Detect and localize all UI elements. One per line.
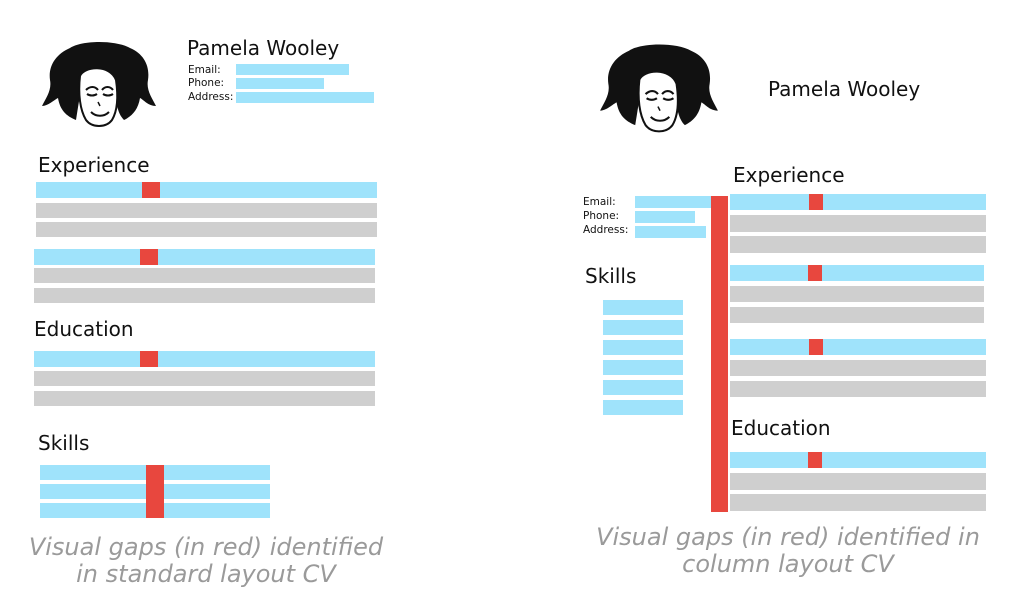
skill-bar: [603, 340, 683, 355]
education-line: [730, 494, 986, 511]
email-value-bar: [236, 64, 349, 75]
skills-heading: Skills: [38, 431, 90, 455]
visual-gap-marker: [142, 182, 160, 198]
education-heading: Education: [731, 416, 831, 440]
experience-1-line: [730, 236, 986, 253]
experience-1-title-bar: [730, 194, 986, 210]
education-title-bar: [34, 351, 375, 367]
visual-gap-column-marker: [711, 196, 728, 512]
email-value-bar: [635, 196, 711, 208]
experience-3-line: [730, 381, 986, 397]
skill-bar: [603, 300, 683, 315]
experience-2-title-bar: [730, 265, 984, 281]
experience-heading: Experience: [733, 163, 845, 187]
phone-value-bar: [236, 78, 324, 89]
woman-face-icon: [42, 42, 156, 127]
email-label: Email:: [188, 64, 221, 76]
visual-gap-marker: [808, 265, 822, 281]
skills-heading: Skills: [585, 264, 637, 288]
skill-bar: [603, 320, 683, 335]
experience-1-line: [36, 222, 377, 237]
experience-1-line: [36, 203, 377, 218]
address-label: Address:: [188, 91, 234, 103]
caption-line: in standard layout CV: [76, 560, 336, 588]
address-value-bar: [236, 92, 374, 103]
skill-bar: [603, 400, 683, 415]
visual-gap-marker: [808, 452, 822, 468]
phone-label: Phone:: [583, 210, 620, 222]
experience-2-line: [730, 286, 984, 302]
education-title-bar: [730, 452, 986, 468]
experience-1-title-bar: [36, 182, 377, 198]
caption-line: Visual gaps (in red) identified in: [596, 523, 980, 551]
visual-gap-marker: [809, 339, 823, 355]
education-line: [34, 371, 375, 386]
column-caption: Visual gaps (in red) identified in colum…: [560, 524, 1016, 578]
visual-gap-marker: [140, 351, 158, 367]
skill-bar: [603, 380, 683, 395]
candidate-name: Pamela Wooley: [187, 36, 340, 60]
experience-3-title-bar: [730, 339, 986, 355]
experience-2-line: [730, 307, 984, 323]
experience-2-line: [34, 268, 375, 283]
experience-2-line: [34, 288, 375, 303]
email-label: Email:: [583, 196, 616, 208]
visual-gap-marker: [809, 194, 823, 210]
experience-2-title-bar: [34, 249, 375, 265]
visual-gap-marker: [140, 249, 158, 265]
address-value-bar: [635, 226, 706, 238]
phone-value-bar: [635, 211, 695, 223]
phone-label: Phone:: [188, 77, 225, 89]
standard-caption: Visual gaps (in red) identified in stand…: [0, 534, 412, 588]
experience-1-line: [730, 215, 986, 232]
skill-bar: [603, 360, 683, 375]
experience-heading: Experience: [38, 153, 150, 177]
education-line: [34, 391, 375, 406]
education-line: [730, 473, 986, 490]
address-label: Address:: [583, 224, 629, 236]
visual-gap-marker: [146, 465, 164, 518]
education-heading: Education: [34, 317, 134, 341]
woman-face-icon: [600, 44, 718, 133]
caption-line: Visual gaps (in red) identified: [28, 533, 384, 561]
candidate-name: Pamela Wooley: [768, 77, 921, 101]
experience-3-line: [730, 360, 986, 376]
caption-line: column layout CV: [682, 550, 894, 578]
